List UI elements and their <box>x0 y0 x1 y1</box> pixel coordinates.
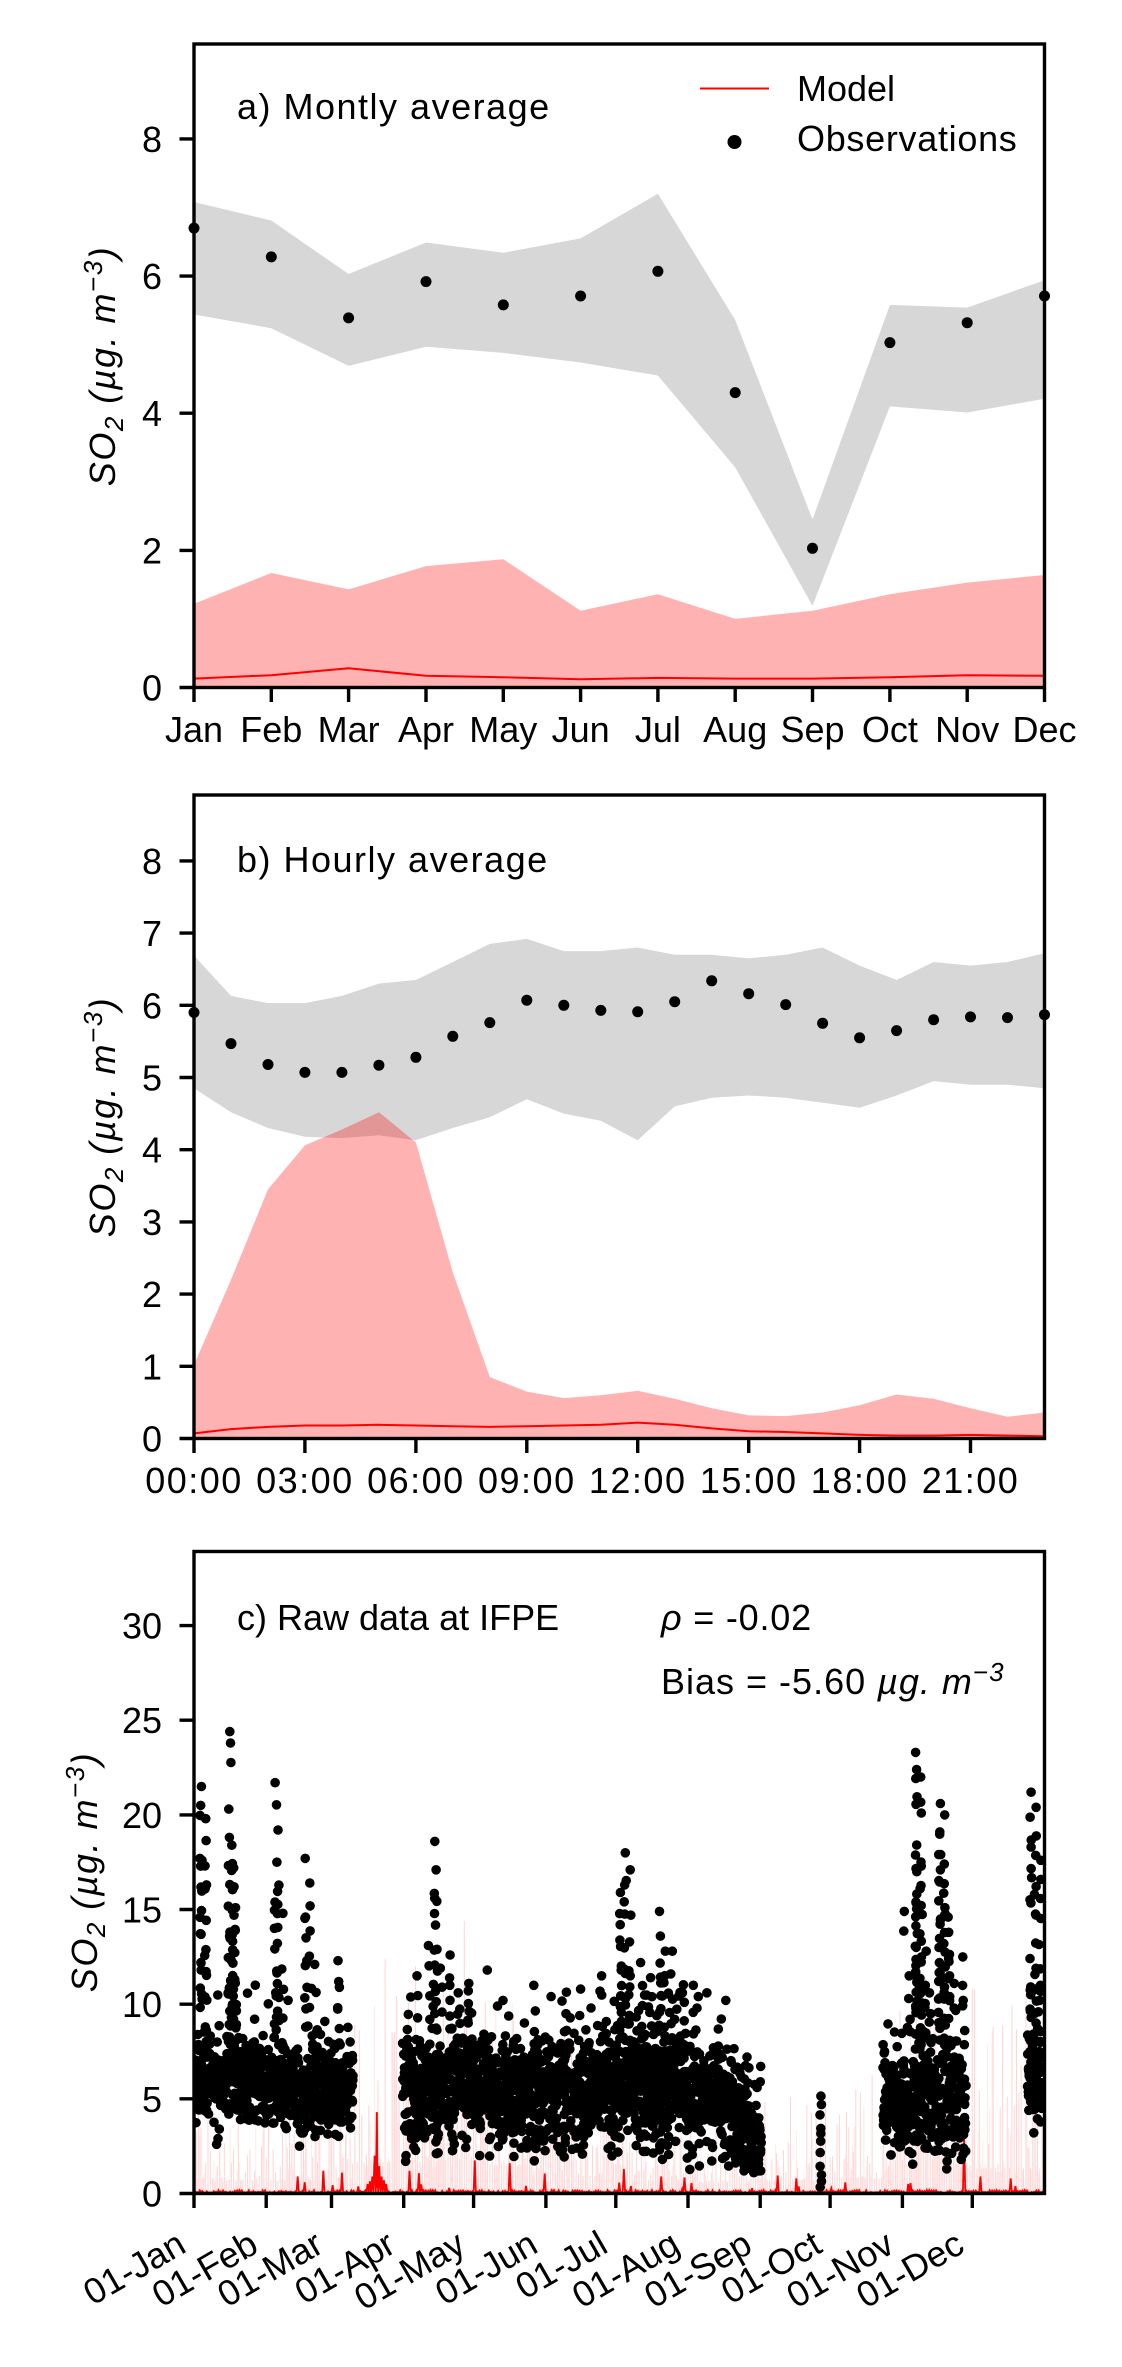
svg-text:Oct: Oct <box>862 709 918 750</box>
svg-text:5: 5 <box>142 2079 162 2120</box>
svg-text:15: 15 <box>122 1890 162 1931</box>
svg-text:Jul: Jul <box>635 709 681 750</box>
svg-text:06:00: 06:00 <box>367 1460 465 1501</box>
svg-text:2: 2 <box>142 530 162 571</box>
svg-text:Jan: Jan <box>165 709 223 750</box>
svg-text:May: May <box>469 709 537 750</box>
svg-text:25: 25 <box>122 1700 162 1741</box>
svg-text:Bias = -5.60 µg. m−3: Bias = -5.60 µg. m−3 <box>661 1657 1005 1702</box>
svg-text:0: 0 <box>142 668 162 709</box>
svg-text:5: 5 <box>142 1058 162 1099</box>
svg-text:0: 0 <box>142 2174 162 2215</box>
svg-text:Aug: Aug <box>703 709 767 750</box>
svg-text:12:00: 12:00 <box>589 1460 687 1501</box>
svg-text:Feb: Feb <box>240 709 302 750</box>
svg-text:7: 7 <box>142 913 162 954</box>
svg-text:3: 3 <box>142 1202 162 1243</box>
svg-text:6: 6 <box>142 256 162 297</box>
svg-text:Mar: Mar <box>318 709 380 750</box>
svg-text:Dec: Dec <box>1012 709 1076 750</box>
svg-text:21:00: 21:00 <box>922 1460 1020 1501</box>
svg-text:a) Montly average: a) Montly average <box>237 86 551 127</box>
svg-text:Jun: Jun <box>552 709 610 750</box>
svg-text:b) Hourly average: b) Hourly average <box>237 839 549 880</box>
svg-text:Observations: Observations <box>797 118 1018 159</box>
svg-text:Apr: Apr <box>398 709 454 750</box>
svg-text:2: 2 <box>142 1274 162 1315</box>
svg-text:c) Raw data at IFPE: c) Raw data at IFPE <box>237 1597 559 1638</box>
svg-text:ρ = -0.02: ρ = -0.02 <box>660 1597 812 1638</box>
svg-text:Model: Model <box>797 68 895 109</box>
svg-text:18:00: 18:00 <box>811 1460 909 1501</box>
svg-text:09:00: 09:00 <box>478 1460 576 1501</box>
svg-text:0: 0 <box>142 1419 162 1460</box>
svg-text:00:00: 00:00 <box>145 1460 243 1501</box>
svg-text:8: 8 <box>142 841 162 882</box>
svg-text:Nov: Nov <box>935 709 999 750</box>
svg-text:03:00: 03:00 <box>256 1460 354 1501</box>
svg-text:10: 10 <box>122 1984 162 2025</box>
svg-text:6: 6 <box>142 985 162 1026</box>
svg-text:30: 30 <box>122 1606 162 1647</box>
svg-text:4: 4 <box>142 393 162 434</box>
svg-text:4: 4 <box>142 1130 162 1171</box>
svg-text:15:00: 15:00 <box>700 1460 798 1501</box>
svg-text:20: 20 <box>122 1795 162 1836</box>
svg-text:Sep: Sep <box>780 709 844 750</box>
svg-text:8: 8 <box>142 119 162 160</box>
svg-text:1: 1 <box>142 1346 162 1387</box>
